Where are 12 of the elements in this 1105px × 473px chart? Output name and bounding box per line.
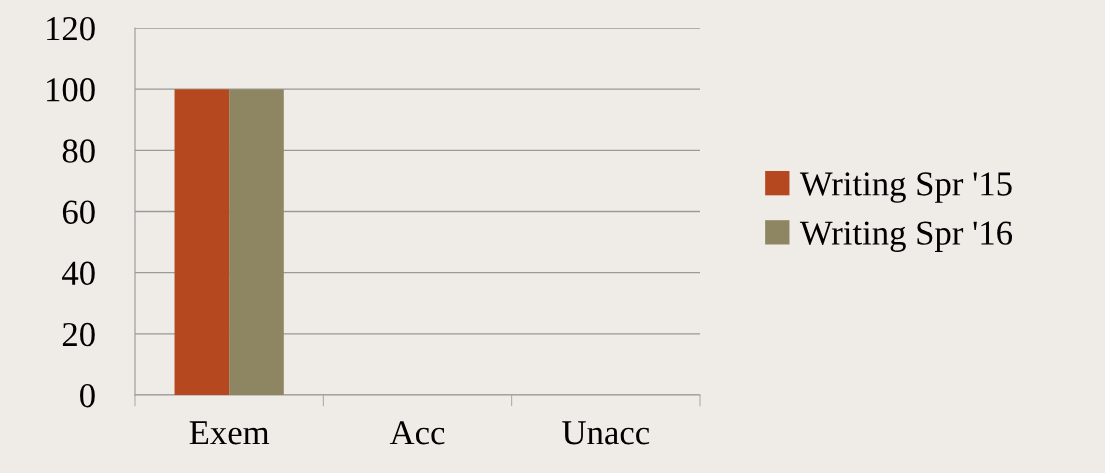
- y-tick-label: 120: [47, 16, 95, 41]
- legend-label: Writing Spr '15: [799, 172, 1012, 203]
- x-tick-label: Exem: [189, 421, 270, 445]
- y-tick-label: 60: [62, 200, 95, 224]
- y-tick-label: 100: [47, 78, 95, 102]
- y-tick-label: 0: [80, 383, 95, 408]
- x-tick-label: Unacc: [562, 421, 650, 445]
- x-tick-label: Acc: [389, 421, 445, 445]
- y-tick-label: 20: [62, 322, 95, 347]
- y-tick-label: 80: [62, 139, 95, 163]
- y-tick-label: 40: [62, 261, 95, 286]
- legend-label: Writing Spr '16: [799, 221, 1013, 252]
